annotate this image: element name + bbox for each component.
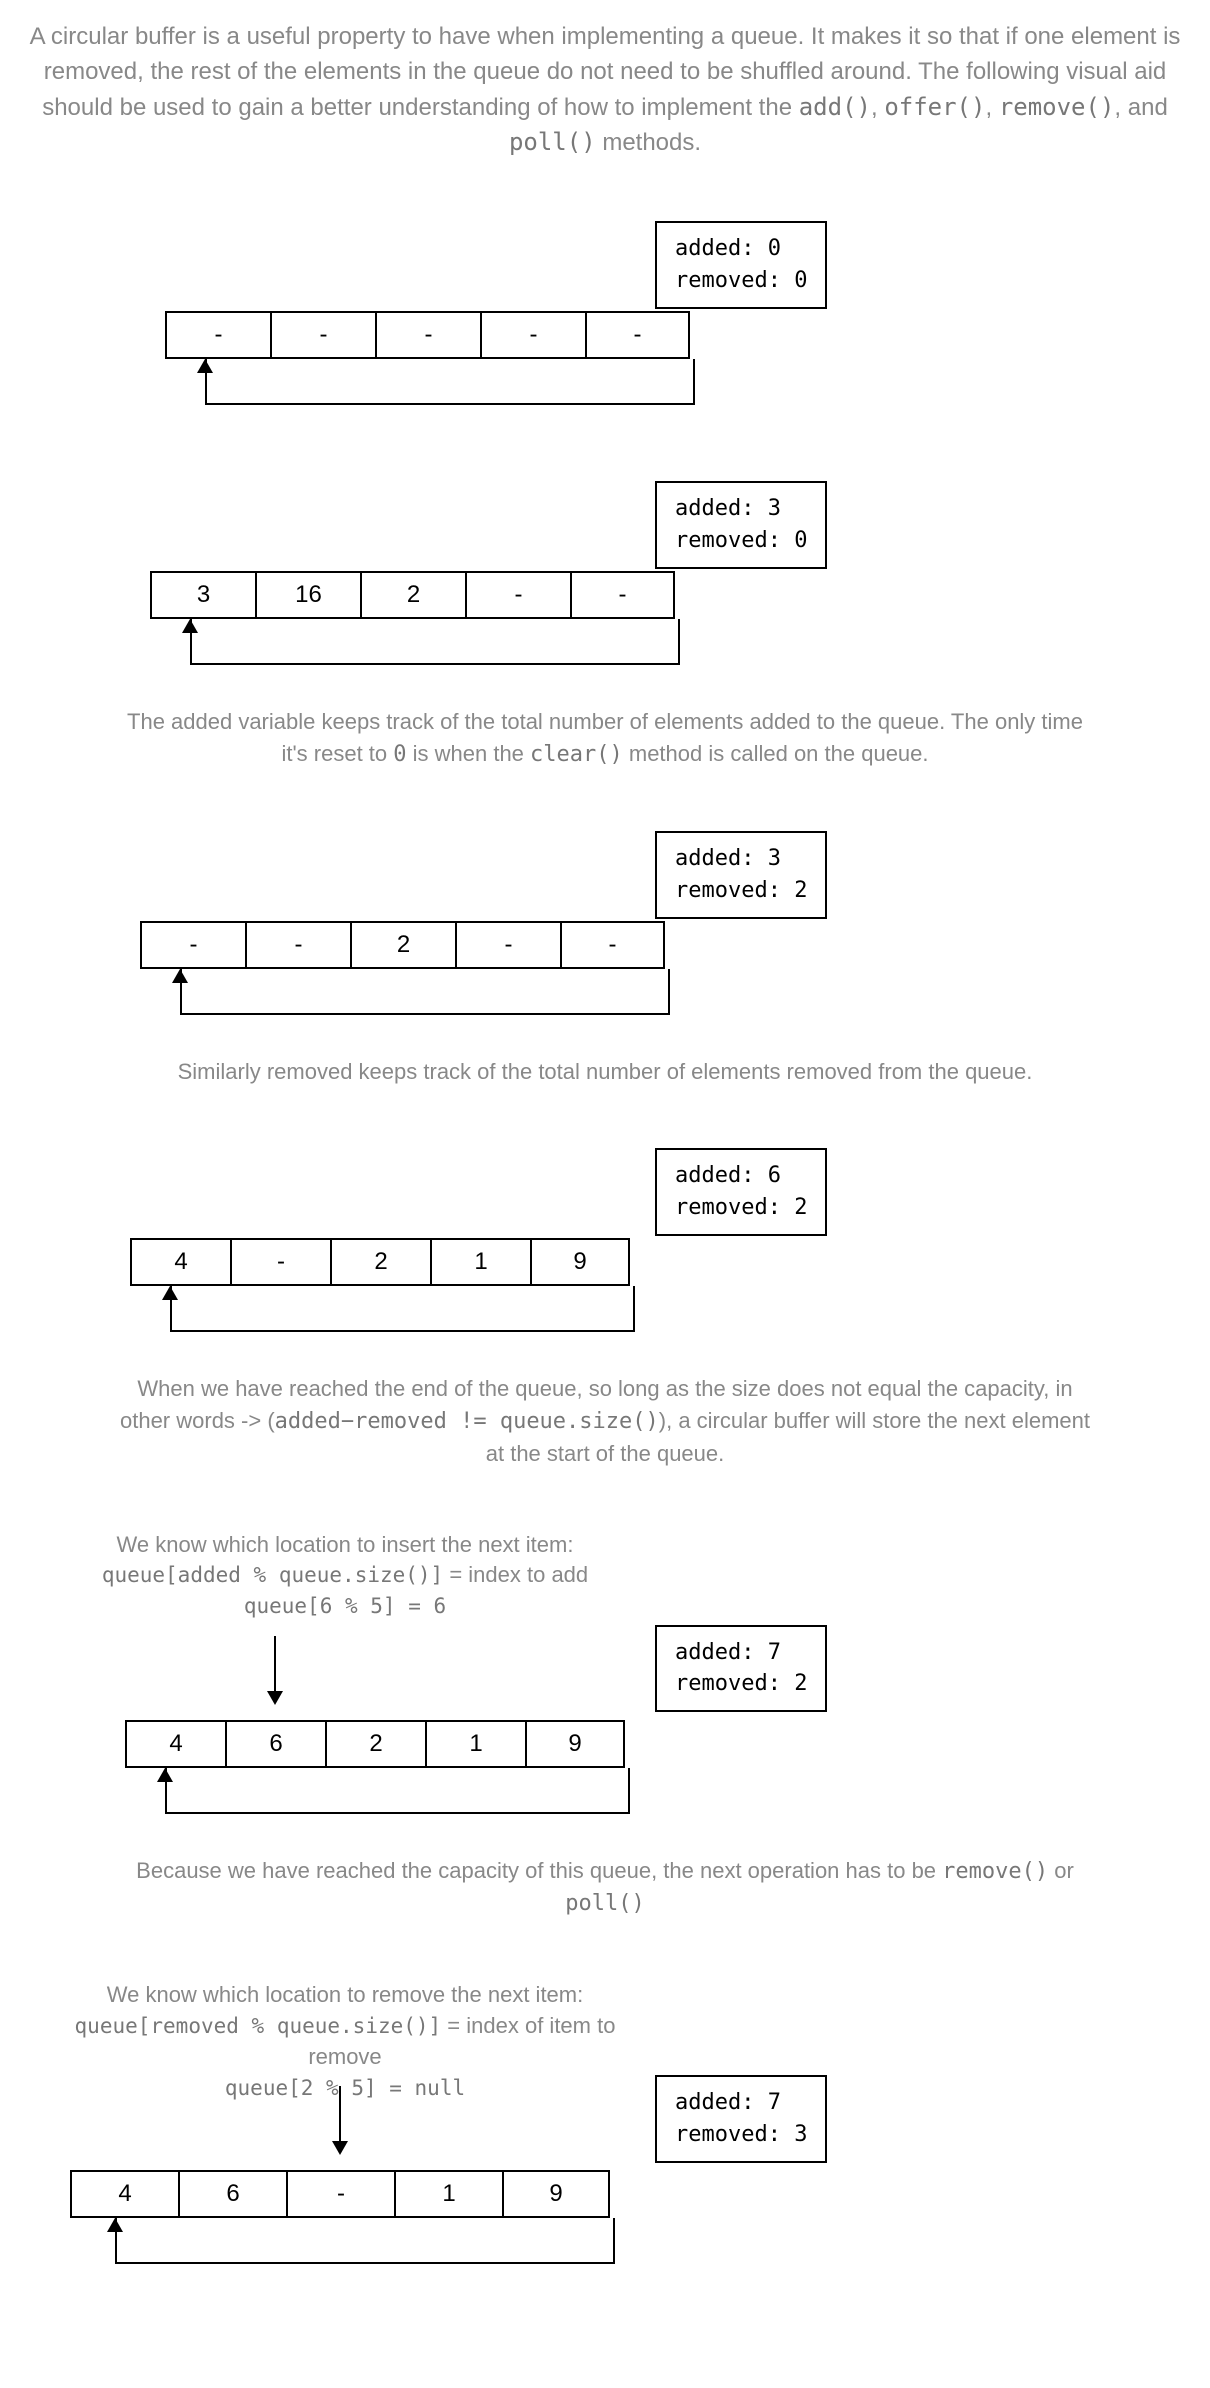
buffer-cell: 9	[502, 2170, 610, 2218]
buffer-cell: -	[230, 1238, 330, 1286]
buffer-cell: -	[480, 311, 585, 359]
buffer-cells: 46-19	[70, 2170, 610, 2218]
down-arrow	[332, 2080, 348, 2155]
annotation-block: We know which location to remove the nex…	[55, 1980, 635, 2103]
buffer-cell: -	[286, 2170, 394, 2218]
loop-arrowhead	[182, 619, 198, 633]
diagram-section: added: 3 removed: 03162--The added varia…	[15, 481, 1195, 771]
buffer-cell: -	[570, 571, 675, 619]
down-arrow	[267, 1630, 283, 1705]
state-box: added: 7 removed: 3	[655, 2075, 827, 2163]
diagram-stage: We know which location to remove the nex…	[15, 1980, 1195, 2280]
annotation-line: queue[added % queue.size()] = index to a…	[55, 1560, 635, 1591]
annotation-block: We know which location to insert the nex…	[55, 1530, 635, 1622]
diagram-stage: added: 6 removed: 2 4-219	[15, 1148, 1195, 1348]
buffer-cell: 4	[130, 1238, 230, 1286]
diagram-section: We know which location to insert the nex…	[15, 1530, 1195, 1921]
diagram-stage: We know which location to insert the nex…	[15, 1530, 1195, 1830]
buffer-cell: 6	[178, 2170, 286, 2218]
circular-loop-line	[205, 359, 695, 405]
intro-paragraph: A circular buffer is a useful property t…	[15, 20, 1195, 161]
annotation-line: queue[removed % queue.size()] = index of…	[55, 2011, 635, 2073]
diagram-section: added: 6 removed: 2 4-219 When we have rea…	[15, 1148, 1195, 1470]
circular-loop-line	[115, 2218, 615, 2264]
diagram-section: added: 3 removed: 2--2--Similarly remove…	[15, 831, 1195, 1088]
buffer-cell: -	[140, 921, 245, 969]
loop-arrowhead	[172, 969, 188, 983]
buffer-cell: 4	[70, 2170, 178, 2218]
buffer-cell: -	[585, 311, 690, 359]
buffer-cells: 46219	[125, 1720, 625, 1768]
intro-code-poll: poll()	[509, 128, 596, 156]
buffer-cell: -	[245, 921, 350, 969]
loop-arrowhead	[197, 359, 213, 373]
buffer-cell: 6	[225, 1720, 325, 1768]
buffer-cells: 4-219	[130, 1238, 630, 1286]
buffer-cell: 9	[525, 1720, 625, 1768]
buffer-cell: 2	[330, 1238, 430, 1286]
buffer-cell: 16	[255, 571, 360, 619]
buffer-cell: 3	[150, 571, 255, 619]
buffer-cell: 1	[394, 2170, 502, 2218]
buffer-cell: -	[465, 571, 570, 619]
diagram-stage: added: 3 removed: 03162--	[15, 481, 1195, 681]
annotation-line: We know which location to insert the nex…	[55, 1530, 635, 1561]
buffer-cell: 1	[430, 1238, 530, 1286]
state-box: added: 6 removed: 2	[655, 1148, 827, 1236]
circular-loop-line	[170, 1286, 635, 1332]
buffer-cell: 2	[350, 921, 455, 969]
circular-loop-line	[180, 969, 670, 1015]
section-description: Because we have reached the capacity of …	[115, 1855, 1095, 1921]
section-description: The added variable keeps track of the to…	[115, 706, 1095, 771]
buffer-cell: 9	[530, 1238, 630, 1286]
intro-code-add: add()	[799, 93, 871, 121]
buffer-cell: 2	[360, 571, 465, 619]
buffer-cells: -----	[165, 311, 690, 359]
intro-code-offer: offer()	[884, 93, 985, 121]
circular-loop-line	[190, 619, 680, 665]
state-box: added: 3 removed: 2	[655, 831, 827, 919]
annotation-line: queue[6 % 5] = 6	[55, 1591, 635, 1622]
state-box: added: 7 removed: 2	[655, 1625, 827, 1713]
section-description: When we have reached the end of the queu…	[115, 1373, 1095, 1470]
loop-arrowhead	[157, 1768, 173, 1782]
buffer-cell: -	[270, 311, 375, 359]
buffer-cell: 2	[325, 1720, 425, 1768]
buffer-cell: -	[455, 921, 560, 969]
buffer-cell: 4	[125, 1720, 225, 1768]
loop-arrowhead	[162, 1286, 178, 1300]
diagram-stage: added: 3 removed: 2--2--	[15, 831, 1195, 1031]
diagram-stage: added: 0 removed: 0-----	[15, 221, 1195, 421]
buffer-cell: -	[560, 921, 665, 969]
section-description: Similarly removed keeps track of the tot…	[115, 1056, 1095, 1088]
state-box: added: 0 removed: 0	[655, 221, 827, 309]
diagram-section: We know which location to remove the nex…	[15, 1980, 1195, 2280]
loop-arrowhead	[107, 2218, 123, 2232]
buffer-cells: 3162--	[150, 571, 675, 619]
buffer-cell: -	[165, 311, 270, 359]
buffer-cells: --2--	[140, 921, 665, 969]
buffer-cell: 1	[425, 1720, 525, 1768]
buffer-cell: -	[375, 311, 480, 359]
intro-code-remove: remove()	[999, 93, 1115, 121]
annotation-line: We know which location to remove the nex…	[55, 1980, 635, 2011]
diagram-section: added: 0 removed: 0-----	[15, 221, 1195, 421]
circular-loop-line	[165, 1768, 630, 1814]
state-box: added: 3 removed: 0	[655, 481, 827, 569]
